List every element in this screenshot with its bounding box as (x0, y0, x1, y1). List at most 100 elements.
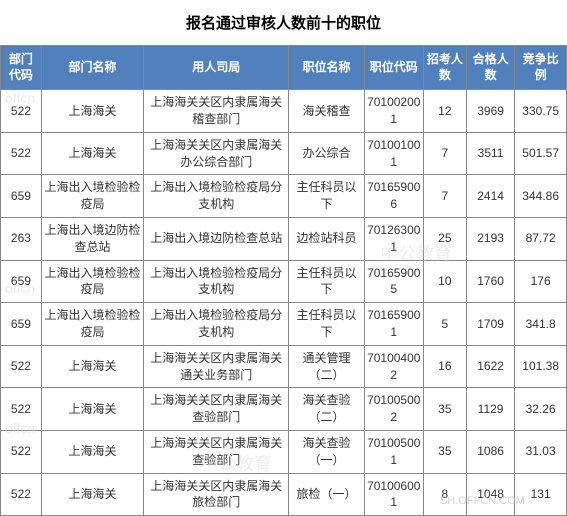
cell-position_name: 海关查验（二） (289, 388, 364, 431)
cell-ratio: 176 (515, 260, 567, 303)
cell-recruit: 16 (423, 345, 466, 388)
table-row: 659上海出入境检验检疫局上海出入境检验检疫局分支机构主任科员以下7016590… (1, 260, 567, 303)
table-row: 659上海出入境检验检疫局上海出入境检验检疫局分支机构主任科员以下7016590… (1, 303, 567, 346)
cell-position_code: 701263001 (364, 217, 423, 260)
cell-employer: 上海海关关区内隶属海关稽查部门 (144, 90, 289, 133)
cell-dept_code: 659 (1, 303, 42, 346)
cell-ratio: 344.86 (515, 175, 567, 218)
page-title: 报名通过审核人数前十的职位 (0, 0, 567, 45)
cell-recruit: 7 (423, 132, 466, 175)
table-row: 263上海出入境边防检查总站上海出入境边防检查总站边检站科员7012630012… (1, 217, 567, 260)
cell-dept_name: 上海海关 (41, 430, 143, 473)
cell-dept_name: 上海海关 (41, 388, 143, 431)
ranking-table: 部门代码 部门名称 用人司局 职位名称 职位代码 招考人数 合格人数 竞争比例 … (0, 45, 567, 516)
cell-employer: 上海海关关区内隶属海关旅检部门 (144, 473, 289, 516)
cell-position_name: 海关稽查 (289, 90, 364, 133)
table-row: 522上海海关上海海关关区内隶属海关通关业务部门通关管理（二）701004002… (1, 345, 567, 388)
header-pass-count: 合格人数 (466, 46, 514, 90)
cell-position_code: 701002001 (364, 90, 423, 133)
cell-employer: 上海出入境边防检查总站 (144, 217, 289, 260)
cell-dept_code: 263 (1, 217, 42, 260)
header-position-code: 职位代码 (364, 46, 423, 90)
header-employer: 用人司局 (144, 46, 289, 90)
header-dept-name: 部门名称 (41, 46, 143, 90)
header-ratio: 竞争比例 (515, 46, 567, 90)
cell-position_code: 701659005 (364, 260, 423, 303)
cell-pass: 1086 (466, 430, 514, 473)
cell-position_code: 701006001 (364, 473, 423, 516)
cell-recruit: 35 (423, 430, 466, 473)
cell-pass: 2193 (466, 217, 514, 260)
cell-ratio: 31.03 (515, 430, 567, 473)
cell-ratio: 501.57 (515, 132, 567, 175)
cell-pass: 1048 (466, 473, 514, 516)
cell-pass: 3969 (466, 90, 514, 133)
cell-pass: 2414 (466, 175, 514, 218)
cell-position_code: 701001001 (364, 132, 423, 175)
table-row: 522上海海关上海海关关区内隶属海关旅检部门旅检（一）7010060018104… (1, 473, 567, 516)
cell-dept_code: 522 (1, 90, 42, 133)
cell-employer: 上海出入境检验检疫局分支机构 (144, 303, 289, 346)
cell-recruit: 12 (423, 90, 466, 133)
cell-dept_code: 659 (1, 175, 42, 218)
cell-dept_code: 522 (1, 388, 42, 431)
cell-position_name: 主任科员以下 (289, 175, 364, 218)
header-position-name: 职位名称 (289, 46, 364, 90)
cell-position_code: 701005001 (364, 430, 423, 473)
cell-dept_name: 上海出入境检验检疫局 (41, 175, 143, 218)
cell-ratio: 87.72 (515, 217, 567, 260)
cell-dept_code: 522 (1, 430, 42, 473)
cell-dept_name: 上海海关 (41, 90, 143, 133)
cell-position_name: 主任科员以下 (289, 260, 364, 303)
cell-position_name: 通关管理（二） (289, 345, 364, 388)
cell-recruit: 5 (423, 303, 466, 346)
table-row: 522上海海关上海海关关区内隶属海关办公综合部门办公综合701001001735… (1, 132, 567, 175)
cell-position_name: 主任科员以下 (289, 303, 364, 346)
cell-employer: 上海出入境检验检疫局分支机构 (144, 260, 289, 303)
cell-dept_name: 上海海关 (41, 132, 143, 175)
cell-pass: 1622 (466, 345, 514, 388)
cell-dept_code: 522 (1, 473, 42, 516)
cell-ratio: 330.75 (515, 90, 567, 133)
cell-dept_code: 522 (1, 345, 42, 388)
cell-position_code: 701004002 (364, 345, 423, 388)
cell-ratio: 341.8 (515, 303, 567, 346)
cell-employer: 上海海关关区内隶属海关查验部门 (144, 430, 289, 473)
cell-employer: 上海出入境检验检疫局分支机构 (144, 175, 289, 218)
header-dept-code: 部门代码 (1, 46, 42, 90)
table-row: 522上海海关上海海关关区内隶属海关查验部门海关查验（二）70100500235… (1, 388, 567, 431)
table-row: 659上海出入境检验检疫局上海出入境检验检疫局分支机构主任科员以下7016590… (1, 175, 567, 218)
cell-pass: 1760 (466, 260, 514, 303)
cell-employer: 上海海关关区内隶属海关通关业务部门 (144, 345, 289, 388)
cell-position_name: 旅检（一） (289, 473, 364, 516)
cell-employer: 上海海关关区内隶属海关办公综合部门 (144, 132, 289, 175)
cell-recruit: 10 (423, 260, 466, 303)
cell-pass: 1709 (466, 303, 514, 346)
cell-employer: 上海海关关区内隶属海关查验部门 (144, 388, 289, 431)
cell-ratio: 131 (515, 473, 567, 516)
table-container: offcn offcn offcn 中公教育 中公教育 SH.OFFCN.COM… (0, 0, 567, 516)
cell-recruit: 8 (423, 473, 466, 516)
cell-dept_name: 上海出入境边防检查总站 (41, 217, 143, 260)
cell-dept_name: 上海出入境检验检疫局 (41, 260, 143, 303)
cell-position_name: 边检站科员 (289, 217, 364, 260)
cell-ratio: 32.26 (515, 388, 567, 431)
table-body: 522上海海关上海海关关区内隶属海关稽查部门海关稽查70100200112396… (1, 90, 567, 516)
table-row: 522上海海关上海海关关区内隶属海关稽查部门海关稽查70100200112396… (1, 90, 567, 133)
cell-position_code: 701659001 (364, 303, 423, 346)
cell-ratio: 101.38 (515, 345, 567, 388)
cell-dept_name: 上海出入境检验检疫局 (41, 303, 143, 346)
table-row: 522上海海关上海海关关区内隶属海关查验部门海关查验（一）70100500135… (1, 430, 567, 473)
cell-position_code: 701005002 (364, 388, 423, 431)
cell-dept_code: 659 (1, 260, 42, 303)
header-recruit-count: 招考人数 (423, 46, 466, 90)
cell-position_name: 海关查验（一） (289, 430, 364, 473)
cell-dept_code: 522 (1, 132, 42, 175)
cell-dept_name: 上海海关 (41, 473, 143, 516)
cell-dept_name: 上海海关 (41, 345, 143, 388)
cell-recruit: 25 (423, 217, 466, 260)
cell-position_name: 办公综合 (289, 132, 364, 175)
cell-pass: 1129 (466, 388, 514, 431)
cell-recruit: 7 (423, 175, 466, 218)
cell-position_code: 701659006 (364, 175, 423, 218)
